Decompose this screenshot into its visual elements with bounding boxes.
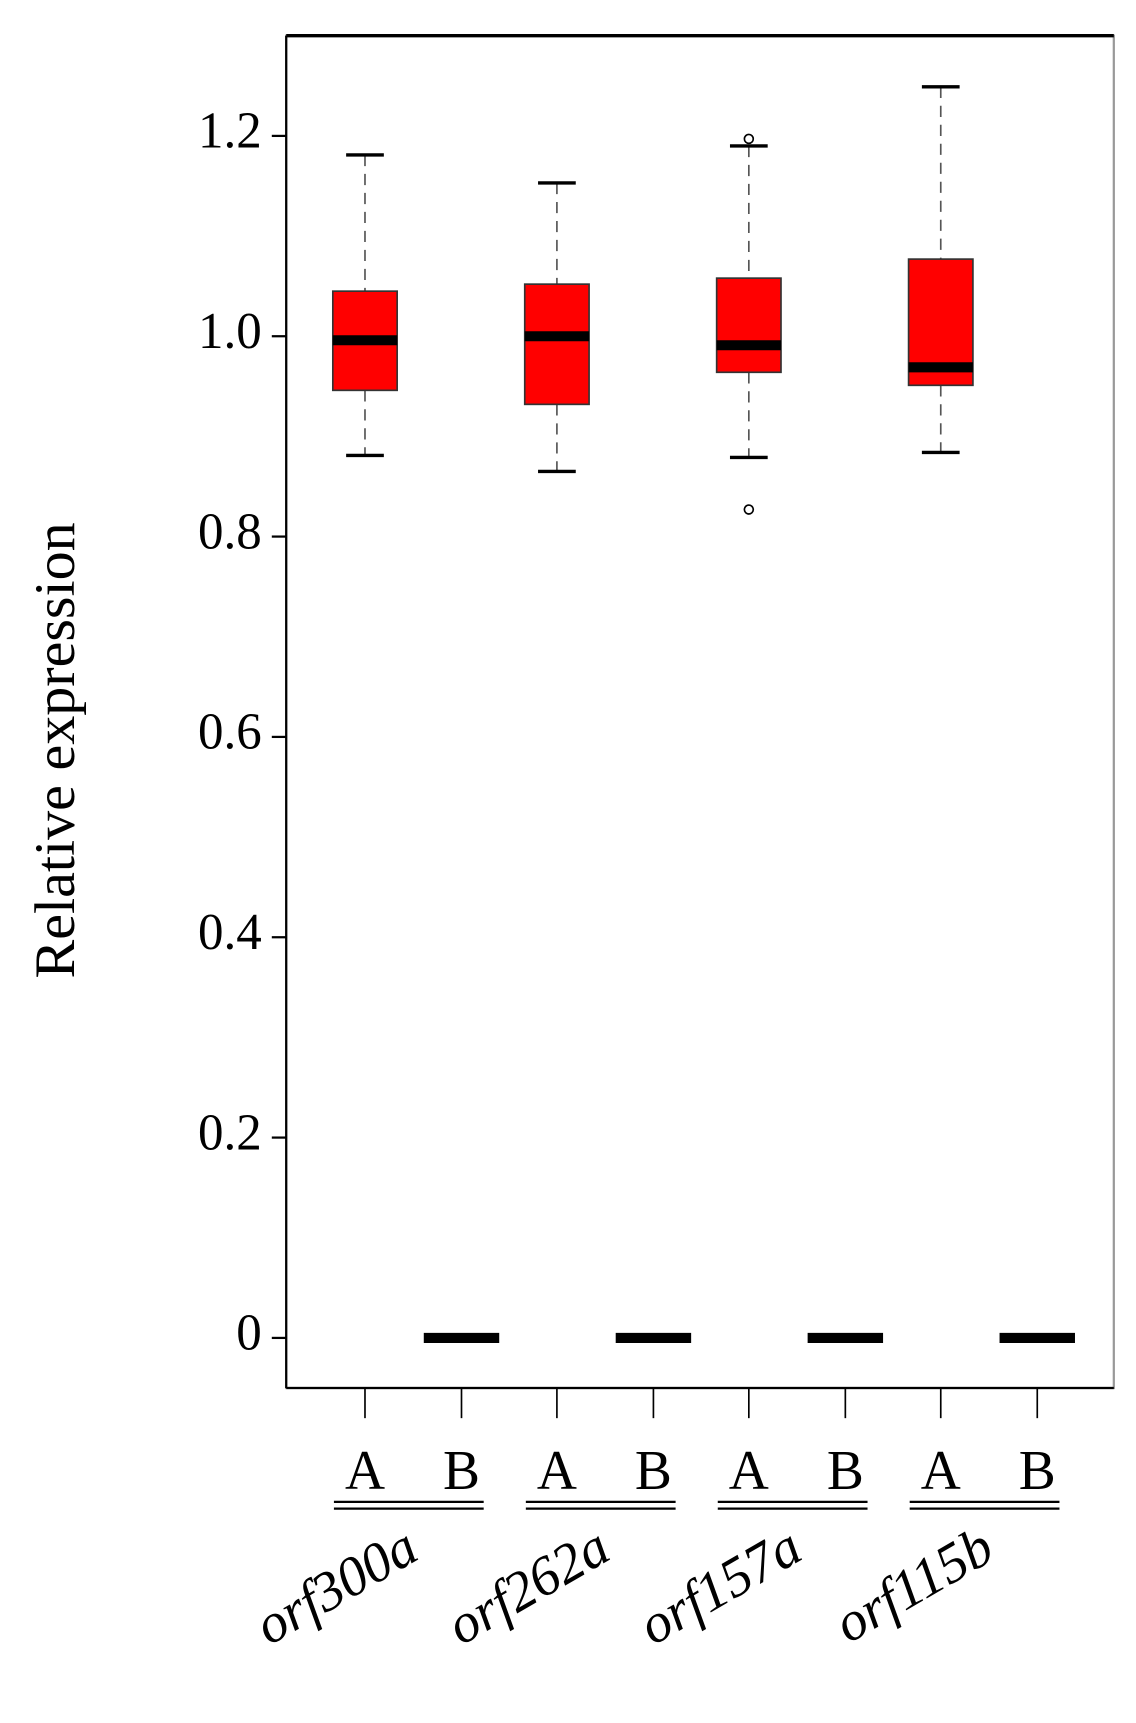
y-tick-label: 0 [236, 1305, 262, 1362]
y-tick-label: 0.4 [198, 904, 262, 961]
y-axis-title: Relative expression [22, 522, 87, 978]
plot-frame [285, 34, 1115, 1390]
group-label: orf115b [824, 1515, 1003, 1655]
x-tick-label: B [443, 1440, 480, 1502]
outlier [743, 133, 755, 145]
y-tick-label: 0.8 [198, 503, 262, 560]
group-label: orf300a [245, 1515, 428, 1657]
y-tick-label: 0.6 [198, 704, 262, 761]
x-tick-label: B [1019, 1440, 1056, 1502]
x-tick-label: A [921, 1440, 961, 1502]
y-tick-label: 1.0 [198, 303, 262, 360]
x-tick-label: B [635, 1440, 672, 1502]
y-tick-label: 0.2 [198, 1104, 262, 1161]
y-tick-label: 1.2 [198, 103, 262, 160]
x-tick-label: A [537, 1440, 577, 1502]
group-label: orf262a [437, 1515, 620, 1657]
x-tick-label: A [729, 1440, 769, 1502]
box [715, 277, 782, 374]
group-label: orf157a [629, 1515, 812, 1657]
x-tick-label: B [827, 1440, 864, 1502]
outlier [743, 504, 755, 515]
box [523, 283, 590, 406]
x-tick-label: A [345, 1440, 385, 1502]
